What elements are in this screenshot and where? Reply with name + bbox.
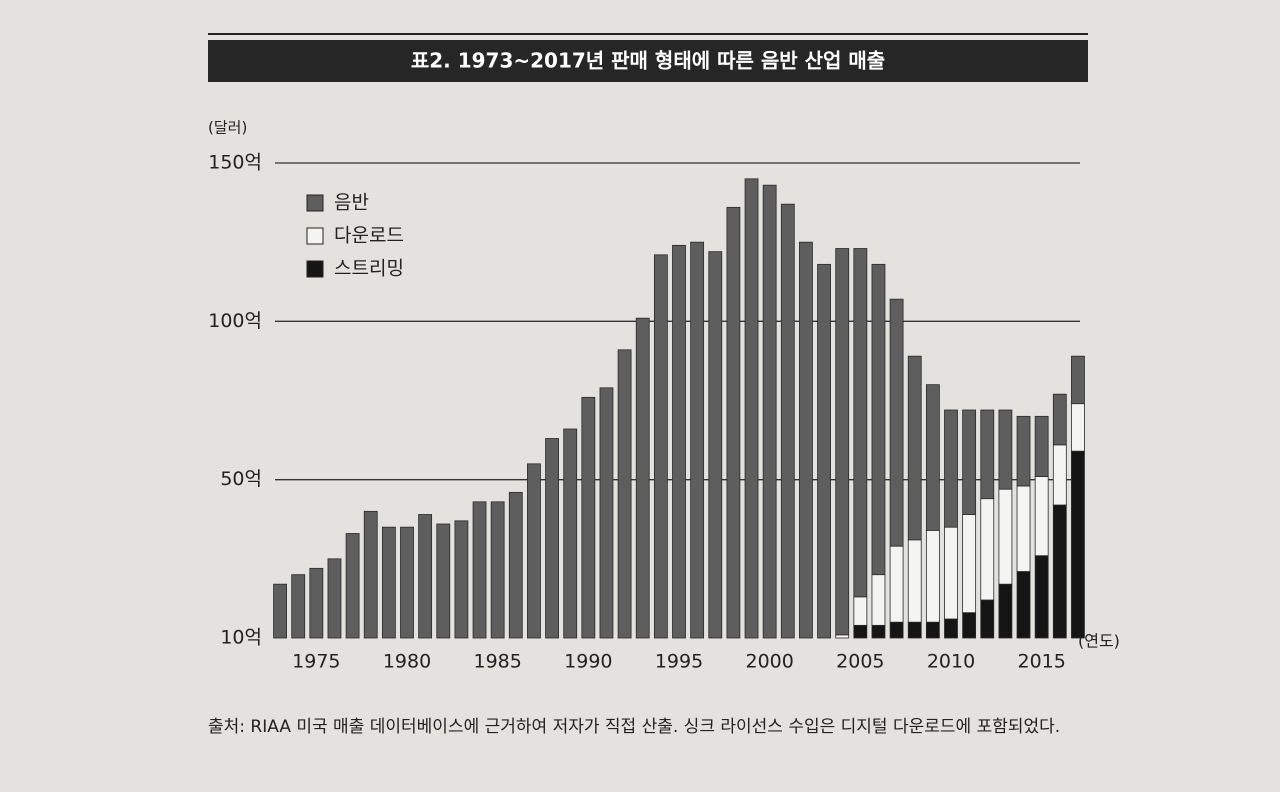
bar-segment [309, 567, 324, 639]
bar-segment [853, 596, 868, 626]
bar-segment [1052, 393, 1067, 446]
bar-segment [944, 409, 958, 528]
x-tick-label: 2000 [745, 651, 793, 673]
bar-segment [980, 409, 995, 500]
legend-label: 스트리밍 [334, 258, 404, 280]
y-tick-label: 10억 [220, 627, 262, 649]
bar-segment [1052, 444, 1067, 506]
title-bar [208, 40, 1088, 82]
x-tick-label: 1995 [655, 651, 703, 673]
bar-segment [690, 241, 705, 639]
bar-segment [726, 206, 741, 639]
bar-segment [889, 298, 904, 547]
legend-label: 다운로드 [334, 225, 404, 247]
bar-segment [853, 624, 868, 639]
bar-segment [889, 621, 904, 639]
bar-segment [907, 621, 922, 639]
bar-segment [744, 178, 759, 639]
y-unit-label: (달러) [208, 119, 247, 137]
legend-swatch [306, 260, 324, 278]
bar-segment [599, 387, 614, 639]
y-tick-label: 50억 [220, 468, 262, 490]
bar-segment [490, 501, 505, 639]
bar-segment [907, 355, 922, 541]
bar-segment [1016, 571, 1031, 639]
x-tick-label: 1980 [383, 651, 431, 673]
bar-segment [853, 248, 868, 598]
bar-segment [871, 263, 886, 576]
bar-segment [944, 618, 958, 639]
bar-segment [962, 514, 977, 614]
bar-segment [400, 526, 414, 639]
y-tick-label: 150억 [208, 152, 262, 174]
bar-segment [672, 244, 686, 639]
legend-swatch [306, 227, 324, 245]
bar-segment [1016, 485, 1031, 572]
chart-title: 표2. 1973~2017년 판매 형태에 따른 음반 산업 매출 [411, 49, 885, 73]
bar-segment [998, 488, 1013, 585]
footnote: 출처: RIAA 미국 매출 데이터베이스에 근거하여 저자가 직접 산출. 싱… [208, 717, 1061, 737]
bar-segment [1016, 415, 1031, 487]
bar-segment [635, 317, 650, 639]
x-tick-label: 2010 [927, 651, 975, 673]
bar-segment [508, 491, 523, 639]
bar-segment [1071, 403, 1085, 452]
bar-segment [998, 583, 1013, 639]
bar-segment [454, 520, 469, 639]
bar-segment [1034, 555, 1049, 639]
bar-segment [835, 248, 850, 636]
bar-segment [418, 514, 433, 639]
bar-segment [925, 621, 940, 639]
bar-segment [907, 539, 922, 623]
bar-segment [762, 184, 777, 639]
y-tick-label: 100억 [208, 310, 262, 332]
x-tick-label: 1985 [473, 651, 521, 673]
bar-segment [327, 558, 342, 639]
bar-segment [708, 251, 723, 639]
bar-segment [563, 428, 578, 639]
bar-segment [835, 634, 850, 639]
bar-segment [817, 263, 831, 639]
bar-segment [944, 526, 958, 620]
bar-segment [980, 599, 995, 639]
bar-segment [1034, 415, 1049, 477]
bar-segment [799, 241, 813, 639]
bar-segment [962, 409, 977, 515]
bar-segment [545, 438, 559, 639]
bar-segment [381, 526, 396, 639]
bar-segment [436, 523, 451, 639]
bar-segment [291, 574, 306, 639]
legend-swatch [306, 194, 324, 212]
bar-segment [871, 574, 886, 626]
bar-segment [889, 545, 904, 623]
x-axis-label: (연도) [1078, 632, 1120, 651]
bar-segment [998, 409, 1013, 490]
x-tick-label: 2015 [1017, 651, 1065, 673]
bar-segment [925, 384, 940, 531]
bar-segment [653, 254, 668, 639]
bar-segment [273, 583, 287, 639]
bar-segment [780, 203, 795, 639]
bar-segment [345, 533, 360, 639]
bar-segment [581, 396, 596, 639]
bar-segment [363, 510, 378, 639]
x-tick-label: 1975 [292, 651, 340, 673]
bar-segment [527, 463, 541, 639]
bar-segment [1052, 504, 1067, 639]
bar-segment [472, 501, 487, 639]
bar-segment [1071, 355, 1085, 405]
bar-segment [1071, 450, 1085, 639]
bar-segment [617, 349, 632, 639]
bar-segment [1034, 476, 1049, 557]
bar-segment [980, 498, 995, 601]
bar-segment [962, 612, 977, 639]
bar-segment [925, 529, 940, 623]
legend-label: 음반 [334, 192, 369, 214]
bar-segment [871, 624, 886, 639]
x-tick-label: 1990 [564, 651, 612, 673]
x-tick-label: 2005 [836, 651, 884, 673]
